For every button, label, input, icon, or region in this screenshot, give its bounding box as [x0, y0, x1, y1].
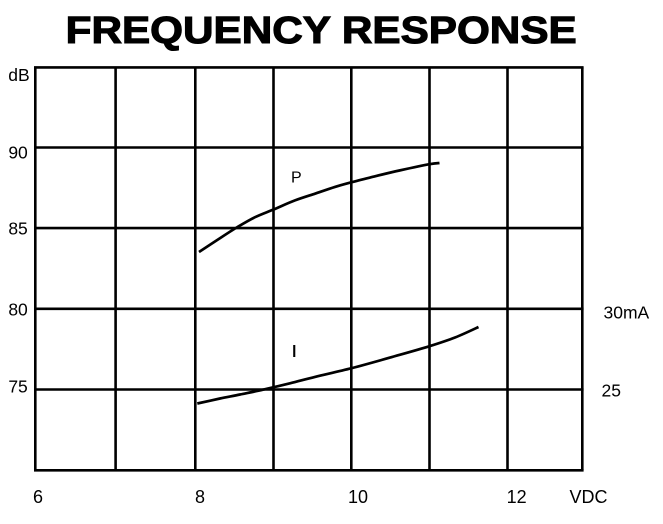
svg-text:75: 75	[8, 377, 27, 397]
svg-text:VDC: VDC	[569, 487, 607, 507]
svg-text:P: P	[291, 170, 302, 187]
svg-text:90: 90	[8, 142, 28, 162]
svg-text:6: 6	[33, 487, 43, 507]
svg-text:8: 8	[195, 487, 205, 507]
svg-text:80: 80	[8, 299, 28, 319]
svg-text:85: 85	[8, 219, 27, 239]
svg-text:12: 12	[507, 487, 527, 507]
svg-text:dB: dB	[8, 65, 29, 85]
svg-text:30mA: 30mA	[604, 303, 650, 323]
svg-text:25: 25	[602, 381, 621, 401]
svg-text:10: 10	[348, 487, 368, 507]
svg-text:FREQUENCY RESPONSE: FREQUENCY RESPONSE	[66, 10, 577, 52]
